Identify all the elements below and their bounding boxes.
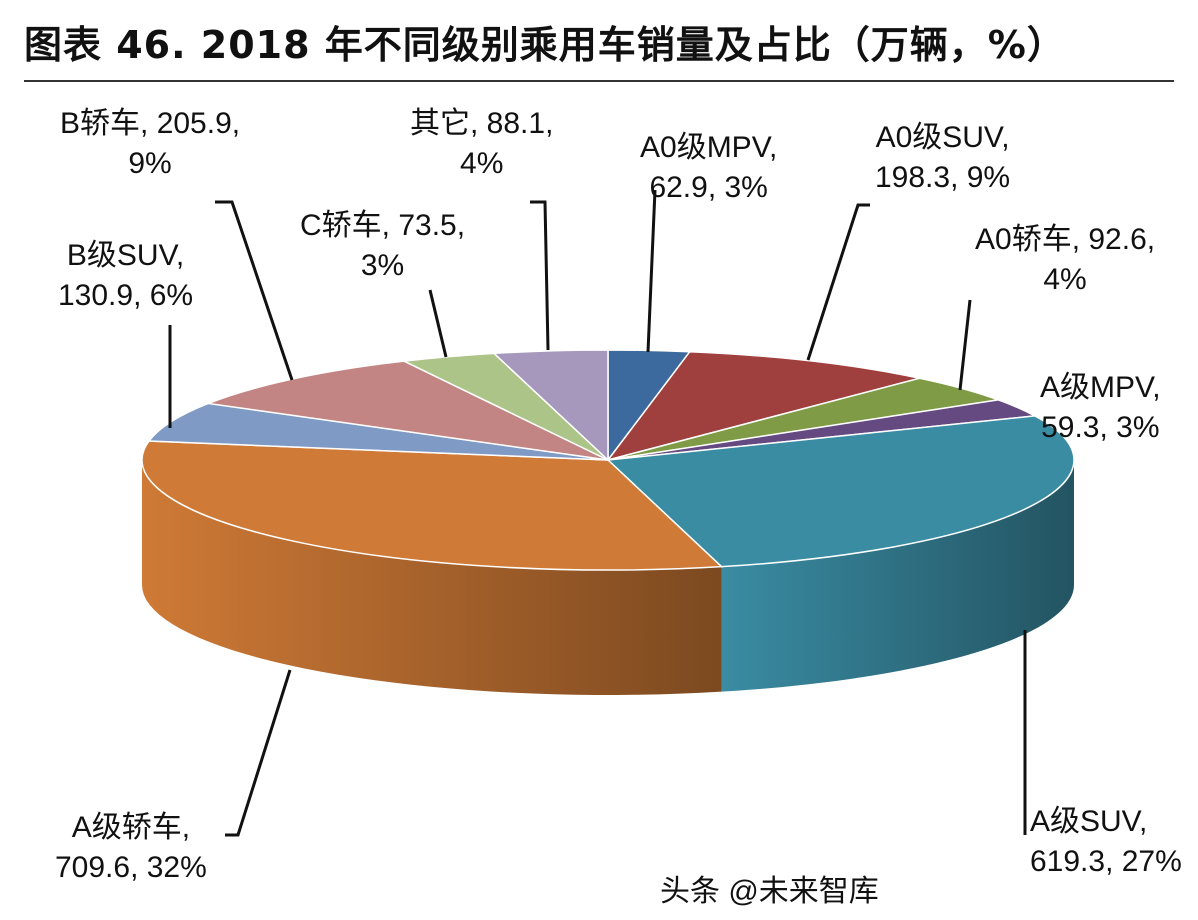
label-bcar: B轿车, 205.9, 9% bbox=[60, 107, 241, 180]
leader-line-a0suv bbox=[806, 203, 870, 361]
pie-side-4 bbox=[721, 460, 1074, 692]
title-divider bbox=[24, 80, 1174, 82]
pie-slice-9 bbox=[492, 349, 609, 462]
watermark: 头条 @未来智库 bbox=[660, 875, 879, 908]
pie-slice-4 bbox=[606, 415, 1075, 568]
chart-title: 图表 46. 2018 年不同级别乘用车销量及占比（万辆，%） bbox=[24, 23, 1066, 67]
label-bsuv: B级SUV, 130.9, 6% bbox=[58, 239, 194, 312]
leader-line-a0car bbox=[958, 299, 972, 391]
leader-lines bbox=[168, 189, 1027, 837]
label-ccar: C轿车, 73.5, 3% bbox=[300, 209, 466, 282]
label-asuv: A级SUV, 619.3, 27% bbox=[1030, 805, 1182, 878]
pie-slice-1 bbox=[606, 350, 920, 462]
label-other: 其它, 88.1, 4% bbox=[410, 107, 554, 180]
label-acar: A级轿车, 709.6, 32% bbox=[55, 811, 207, 884]
leader-line-bcar bbox=[215, 200, 294, 381]
leader-line-other bbox=[530, 200, 550, 351]
label-a0car: A0轿车, 92.6, 4% bbox=[975, 223, 1156, 296]
label-ampv: A级MPV, 59.3, 3% bbox=[1040, 371, 1161, 444]
leader-line-ccar bbox=[428, 289, 448, 358]
leader-line-acar bbox=[225, 669, 292, 837]
label-a0mpv: A0级MPV, 62.9, 3% bbox=[640, 131, 778, 204]
leader-line-a0mpv bbox=[646, 189, 657, 353]
pie-slice-5 bbox=[141, 440, 724, 571]
label-a0suv: A0级SUV, 198.3, 9% bbox=[875, 121, 1011, 194]
pie-side-5 bbox=[142, 460, 722, 695]
